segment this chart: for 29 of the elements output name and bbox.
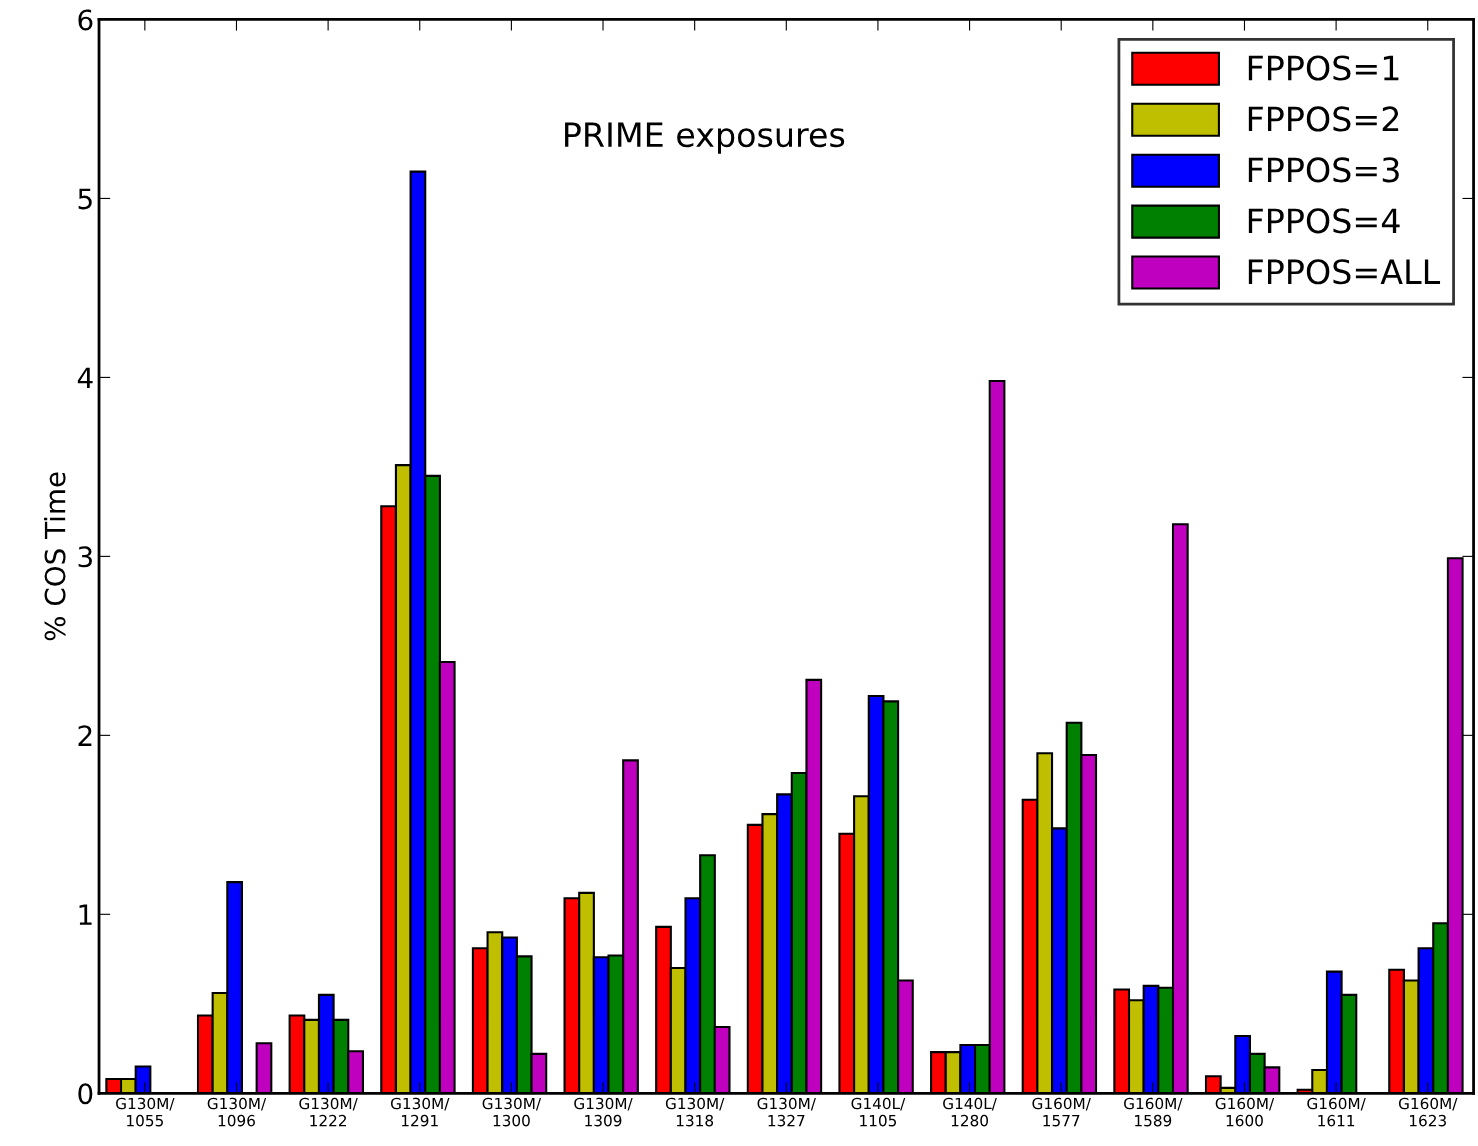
x-tick-label: G130M/ 1309 (574, 1097, 633, 1127)
legend-label: FPPOS=4 (1248, 208, 1400, 234)
x-tick-label: G130M/ 1327 (757, 1097, 816, 1127)
y-tick-label: 2 (78, 725, 92, 746)
x-tick-label: G160M/ 1623 (1398, 1097, 1458, 1127)
x-tick-label: G130M/ 1291 (390, 1097, 450, 1127)
y-tick-label: 4 (77, 367, 93, 388)
x-tick-label: G140L/ 1280 (943, 1097, 997, 1127)
legend-label: FPPOS=3 (1248, 157, 1399, 183)
legend-label: FPPOS=ALL (1248, 259, 1441, 285)
y-tick-label: 0 (78, 1083, 93, 1105)
x-tick-label: G160M/ 1600 (1215, 1097, 1275, 1127)
y-tick-label: 3 (78, 546, 92, 568)
x-tick-label: G140L/ 1105 (851, 1097, 906, 1127)
annotation: PRIME exposures (565, 122, 845, 154)
x-tick-label: G160M/ 1577 (1032, 1097, 1091, 1127)
legend-label: FPPOS=2 (1248, 106, 1399, 132)
x-tick-label: G160M/ 1589 (1124, 1097, 1183, 1127)
legend-label: FPPOS=1 (1248, 55, 1399, 81)
y-tick-label: 6 (78, 9, 93, 31)
x-tick-label: G160M/ 1611 (1307, 1097, 1366, 1127)
x-tick-label: G130M/ 1318 (665, 1097, 725, 1127)
x-tick-label: G130M/ 1055 (116, 1097, 175, 1127)
y-axis-title: % COS Time (44, 472, 66, 641)
y-tick-label: 5 (78, 188, 92, 210)
x-tick-label: G130M/ 1096 (207, 1097, 267, 1127)
x-tick-label: G130M/ 1300 (482, 1097, 542, 1127)
x-tick-label: G130M/ 1222 (299, 1097, 358, 1127)
y-tick-label: 1 (79, 904, 92, 925)
